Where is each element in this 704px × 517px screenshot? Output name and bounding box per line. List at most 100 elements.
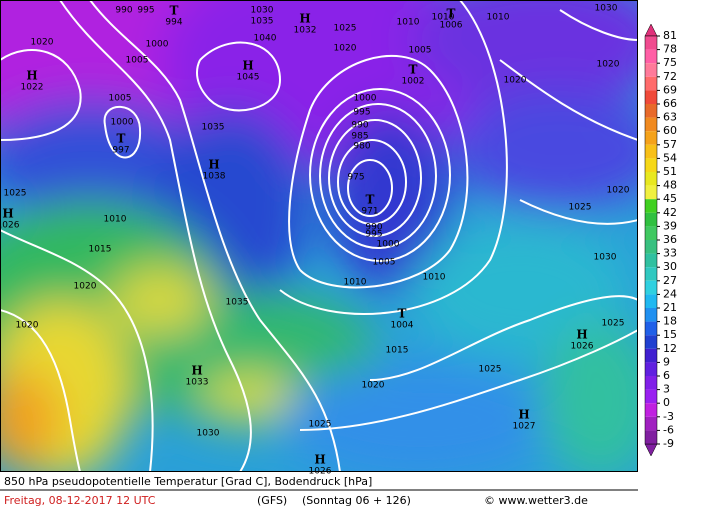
colorbar-label: 60 [663,124,677,137]
center-symbol: T [398,307,407,321]
center-symbol: H [2,207,13,221]
isobar-label: 1000 [354,94,377,104]
isobar-label: 985 [351,132,368,142]
colorbar-label: 27 [663,274,677,287]
colorbar-swatch [645,212,657,227]
isobar-label: 995 [137,6,154,16]
colorbar-swatch [645,280,657,295]
footer-run: (Sonntag 06 + 126) [302,494,411,507]
center-symbol: H [191,364,202,378]
colorbar-swatch [645,90,657,104]
colorbar-swatch [645,63,657,77]
colorbar-frame [644,35,658,445]
isobar-label: 1010 [432,13,455,23]
colorbar-swatch [645,144,657,159]
colorbar-label: 12 [663,342,677,355]
colorbar-label: 75 [663,56,677,69]
colorbar-swatch [645,117,657,132]
colorbar-swatch [645,49,657,64]
isobar-label: 1030 [251,6,274,16]
center-value: 1026 [571,342,594,352]
center-value: 1032 [294,26,317,36]
colorbar-swatch [645,240,657,254]
colorbar-label: 57 [663,138,677,151]
colorbar-swatch [645,172,657,186]
colorbar-swatch [645,185,657,200]
colorbar-swatch [645,335,657,349]
center-symbol: T [170,4,179,18]
colorbar-label: 18 [663,315,677,328]
isobar-label: 1005 [409,46,432,56]
center-symbol: T [409,63,418,77]
isobar-label: 1035 [226,298,249,308]
colorbar-label: 81 [663,29,677,42]
center-value: 1033 [186,378,209,388]
isobar-label: 1030 [197,429,220,439]
isobar-label: 1000 [146,40,169,50]
isobar-label: 980 [353,142,370,152]
colorbar-swatch [645,158,657,172]
isobar-label: 1005 [126,56,149,66]
center-value: 1045 [237,73,260,83]
isobar-label: 1035 [251,17,274,27]
center-value: 1004 [391,321,414,331]
isobar-label: 1025 [334,24,357,34]
colorbar-swatch [645,416,657,431]
isobar-label: 975 [347,173,364,183]
isobar-label: 1000 [111,118,134,128]
colorbar-label: 3 [663,383,670,396]
center-symbol: T [366,193,375,207]
colorbar-label: 21 [663,301,677,314]
isobar-label: 1015 [386,346,409,356]
colorbar-label: 33 [663,247,677,260]
map-border [0,0,638,472]
center-symbol: H [242,59,253,73]
colorbar-label: 9 [663,355,670,368]
pressure-centers: H1022T997T994H1045H1032H1038T971T1002T10… [0,4,594,477]
center-value: 1026 [309,467,332,477]
colorbar-label: 0 [663,396,670,409]
isobar-label: 1025 [309,420,332,430]
center-symbol: T [447,7,456,21]
center-symbol: H [26,69,37,83]
center-symbol: H [299,12,310,26]
isobar-label: 1015 [89,245,112,255]
footer-credit: © www.wetter3.de [484,494,588,507]
isobar-label: 1000 [377,240,400,250]
colorbar-swatch [645,362,657,376]
center-value: 997 [112,146,129,156]
map-field [0,0,638,472]
colorbar-swatch [645,308,657,322]
colorbar-swatch [645,430,657,444]
isobar-label: 1035 [202,123,225,133]
colorbar-swatch [645,376,657,390]
colorbar-swatch [645,226,657,240]
center-symbol: H [518,408,529,422]
center-value: 1038 [203,172,226,182]
colorbar: 8178757269666360575451484542393633302724… [644,23,677,457]
center-value: 1027 [513,422,536,432]
colorbar-label: 42 [663,206,677,219]
isobar-label: 1030 [595,4,618,14]
colorbar-label: -9 [663,437,674,450]
center-value: 1006 [440,21,463,31]
isobar-label: 1005 [373,258,396,268]
colorbar-label: 66 [663,97,677,110]
colorbar-label: 54 [663,151,677,164]
isobar-label: 1010 [423,273,446,283]
isobars [0,0,638,472]
footer-date: Freitag, 08-12-2017 12 UTC [4,494,156,507]
isobar-label: 990 [365,223,382,233]
colorbar-swatch [645,36,657,50]
colorbar-label: -3 [663,410,674,423]
colorbar-swatch [645,321,657,336]
colorbar-cap [644,23,658,37]
isobar-label: 1030 [594,253,617,263]
isobar-label: 1005 [109,94,132,104]
colorbar-label: 69 [663,83,677,96]
isobar-label: 1020 [16,321,39,331]
isobar-label: 1020 [31,38,54,48]
colorbar-label: 30 [663,260,677,273]
